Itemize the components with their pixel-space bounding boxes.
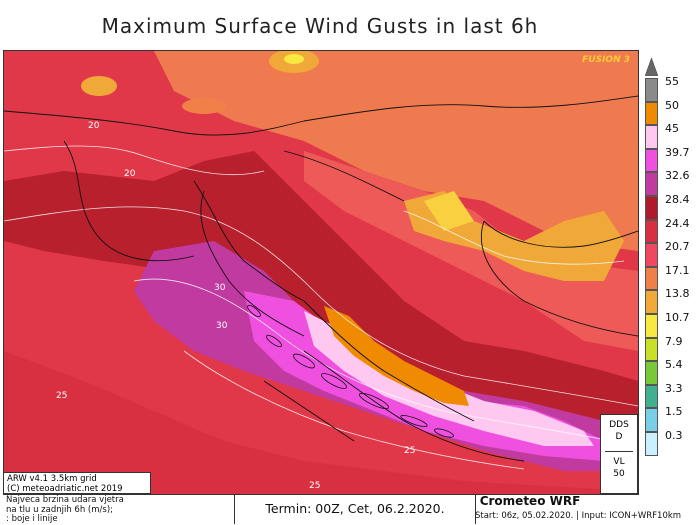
dds-d-label: D <box>615 432 623 442</box>
description-line: : boje i linije <box>6 514 58 524</box>
color-legend: 55 50 45 39.7 32.6 28.4 24.4 20.7 17.1 13.8 10.7 7.… <box>645 58 700 458</box>
map-canvas <box>4 51 638 494</box>
model-grid-text: ARW v4.1 3.5km grid <box>7 474 97 484</box>
legend-label: 55 <box>665 75 679 88</box>
map-title: Maximum Surface Wind Gusts in last 6h <box>101 14 539 38</box>
legend-label: 39.7 <box>665 145 690 159</box>
legend-swatch <box>645 101 658 126</box>
legend-swatch <box>645 314 658 338</box>
wind-gust-map: FUSION 3 20 20 30 30 25 25 25 <box>3 50 639 495</box>
legend-swatch <box>645 290 658 314</box>
legend-label: 10.7 <box>665 311 690 324</box>
legend-label: 5.4 <box>665 358 683 372</box>
forecast-time: Termin: 00Z, Cet, 06.2.2020. <box>234 494 476 524</box>
legend-swatch <box>645 196 658 220</box>
contour-label: 20 <box>88 121 100 131</box>
legend-label: 17.1 <box>665 263 690 277</box>
description-line: na tlu u zadnjih 6h (m/s); <box>6 504 114 515</box>
legend-label: 24.4 <box>665 216 690 230</box>
model-info-box: ARW v4.1 3.5km grid (C) meteoadriatic.ne… <box>3 472 151 494</box>
legend-swatch <box>645 337 658 362</box>
legend-swatch <box>645 266 658 291</box>
contour-label: 30 <box>214 283 226 293</box>
legend-swatch <box>645 384 658 409</box>
legend-swatch <box>645 432 658 456</box>
description-box: Najveca brzina udara vjetra na tlu u zad… <box>3 495 233 524</box>
model-credit: Crometeo WRF Start: 06z, 05.02.2020. | I… <box>475 494 700 524</box>
legend-label: 28.4 <box>665 193 690 206</box>
legend-swatch <box>645 408 658 432</box>
legend-label: 0.3 <box>665 429 683 442</box>
legend-label: 32.6 <box>665 169 690 183</box>
legend-swatch <box>645 78 658 102</box>
contour-label: 25 <box>404 446 416 456</box>
legend-swatch <box>645 361 658 385</box>
legend-swatch <box>645 243 658 267</box>
legend-swatch <box>645 148 658 173</box>
contour-label: 20 <box>124 169 136 179</box>
dds-box: DDS D VL 50 <box>600 414 638 494</box>
legend-label: 13.8 <box>665 287 690 301</box>
legend-label: 7.9 <box>665 334 683 348</box>
contour-label: 25 <box>309 481 321 491</box>
legend-swatch <box>645 172 658 196</box>
description-line: Najveca brzina udara vjetra <box>6 495 124 505</box>
dds-vl-label: VL <box>613 457 625 467</box>
brand-tag: FUSION 3 <box>582 55 630 65</box>
legend-arrow-icon <box>645 58 658 76</box>
model-start-info: Start: 06z, 05.02.2020. | Input: ICON+WR… <box>475 511 682 521</box>
legend-label: 1.5 <box>665 405 683 419</box>
contour-label: 25 <box>56 391 68 401</box>
legend-label: 3.3 <box>665 381 683 395</box>
legend-swatch <box>645 125 658 149</box>
legend-label: 20.7 <box>665 240 690 254</box>
dds-label: DDS <box>609 420 629 430</box>
model-name: Crometeo WRF <box>479 494 581 508</box>
legend-label: 45 <box>665 122 679 136</box>
contour-label: 30 <box>216 321 228 331</box>
copyright-text: (C) meteoadriatic.net 2019 <box>7 484 123 494</box>
legend-label: 50 <box>665 98 679 112</box>
dds-value: 50 <box>613 469 625 479</box>
legend-swatch <box>645 219 658 244</box>
